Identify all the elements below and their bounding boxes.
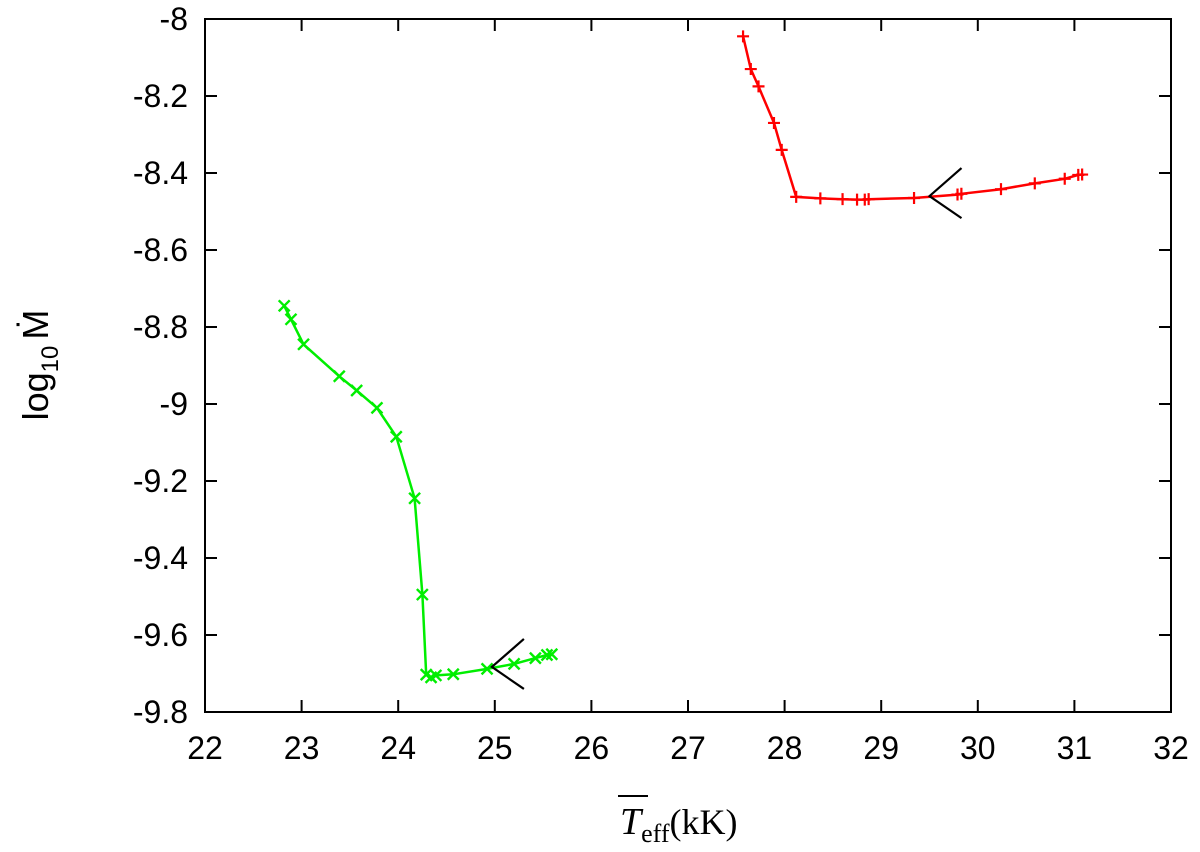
- data-point: [540, 648, 554, 662]
- x-tick-label: 28: [767, 730, 803, 766]
- data-point: [790, 190, 803, 203]
- y-tick-label: -8.6: [133, 232, 188, 268]
- series-layer: [277, 30, 1089, 690]
- data-point: [408, 491, 421, 505]
- x-axis-label: Teff(kK): [618, 795, 738, 848]
- data-point: [446, 667, 460, 681]
- data-point: [277, 299, 291, 313]
- data-point: [416, 588, 429, 601]
- data-point: [284, 312, 298, 326]
- data-point: [775, 143, 788, 156]
- data-point: [836, 193, 849, 206]
- data-point: [429, 669, 443, 682]
- data-point: [297, 337, 310, 351]
- data-point: [1058, 172, 1071, 185]
- y-ticks: -8 -8.2 -8.4 -8.6 -8.8 -9 -9.2 -9.4 -9.6 -9.8: [133, 1, 1171, 730]
- series-2: [277, 299, 559, 690]
- data-point: [1028, 177, 1041, 190]
- data-point: [994, 183, 1007, 196]
- y-tick-label: -9.2: [133, 463, 188, 499]
- y-tick-label: -8: [160, 1, 188, 37]
- series-line: [283, 305, 553, 679]
- x-tick-label: 23: [284, 730, 320, 766]
- x-tick-label: 26: [574, 730, 610, 766]
- data-point: [767, 116, 780, 129]
- data-point: [752, 80, 765, 93]
- data-point: [737, 30, 750, 43]
- data-point: [814, 192, 827, 205]
- y-axis-label: log10Ṁ: [15, 310, 64, 421]
- y-tick-label: -9.4: [133, 540, 188, 576]
- x-tick-label: 24: [380, 730, 416, 766]
- y-tick-label: -9.6: [133, 617, 188, 653]
- data-point: [350, 384, 364, 397]
- y-tick-label: -9: [160, 386, 188, 422]
- data-point: [507, 657, 521, 671]
- x-tick-label: 30: [960, 730, 996, 766]
- direction-arrow: [927, 167, 963, 220]
- data-point: [370, 401, 384, 415]
- y-tick-label: -8.2: [133, 78, 188, 114]
- data-point: [955, 187, 968, 200]
- x-ticks: 22 23 24 25 26 27 28 29 30 31 32: [187, 19, 1189, 766]
- x-tick-label: 31: [1057, 730, 1093, 766]
- data-point: [908, 192, 921, 205]
- data-point: [480, 662, 494, 676]
- x-tick-label: 22: [187, 730, 223, 766]
- data-point: [744, 63, 757, 76]
- plot-frame: [204, 18, 1172, 713]
- y-tick-label: -8.4: [133, 155, 188, 191]
- x-tick-label: 29: [863, 730, 899, 766]
- series-line: [741, 36, 1083, 201]
- svg-text:Teff(kK): Teff(kK): [620, 801, 738, 848]
- y-tick-label: -8.8: [133, 309, 188, 345]
- data-point: [389, 430, 403, 444]
- x-tick-label: 32: [1153, 730, 1189, 766]
- data-point: [862, 193, 875, 206]
- direction-arrow: [490, 638, 525, 690]
- y-tick-label: -9.8: [133, 694, 188, 730]
- data-point: [545, 647, 559, 661]
- x-tick-label: 25: [477, 730, 513, 766]
- series-1: [737, 30, 1089, 220]
- data-point: [529, 651, 542, 665]
- data-point: [1076, 168, 1089, 181]
- data-point: [332, 369, 346, 383]
- x-tick-label: 27: [670, 730, 706, 766]
